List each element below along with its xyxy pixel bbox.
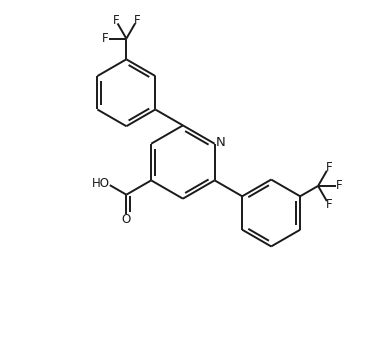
Text: N: N bbox=[215, 136, 225, 149]
Text: F: F bbox=[134, 14, 140, 27]
Text: F: F bbox=[325, 198, 332, 211]
Text: F: F bbox=[102, 32, 108, 45]
Text: O: O bbox=[122, 213, 131, 226]
Text: F: F bbox=[325, 161, 332, 174]
Text: HO: HO bbox=[92, 177, 110, 190]
Text: F: F bbox=[113, 14, 119, 27]
Text: F: F bbox=[336, 180, 343, 192]
